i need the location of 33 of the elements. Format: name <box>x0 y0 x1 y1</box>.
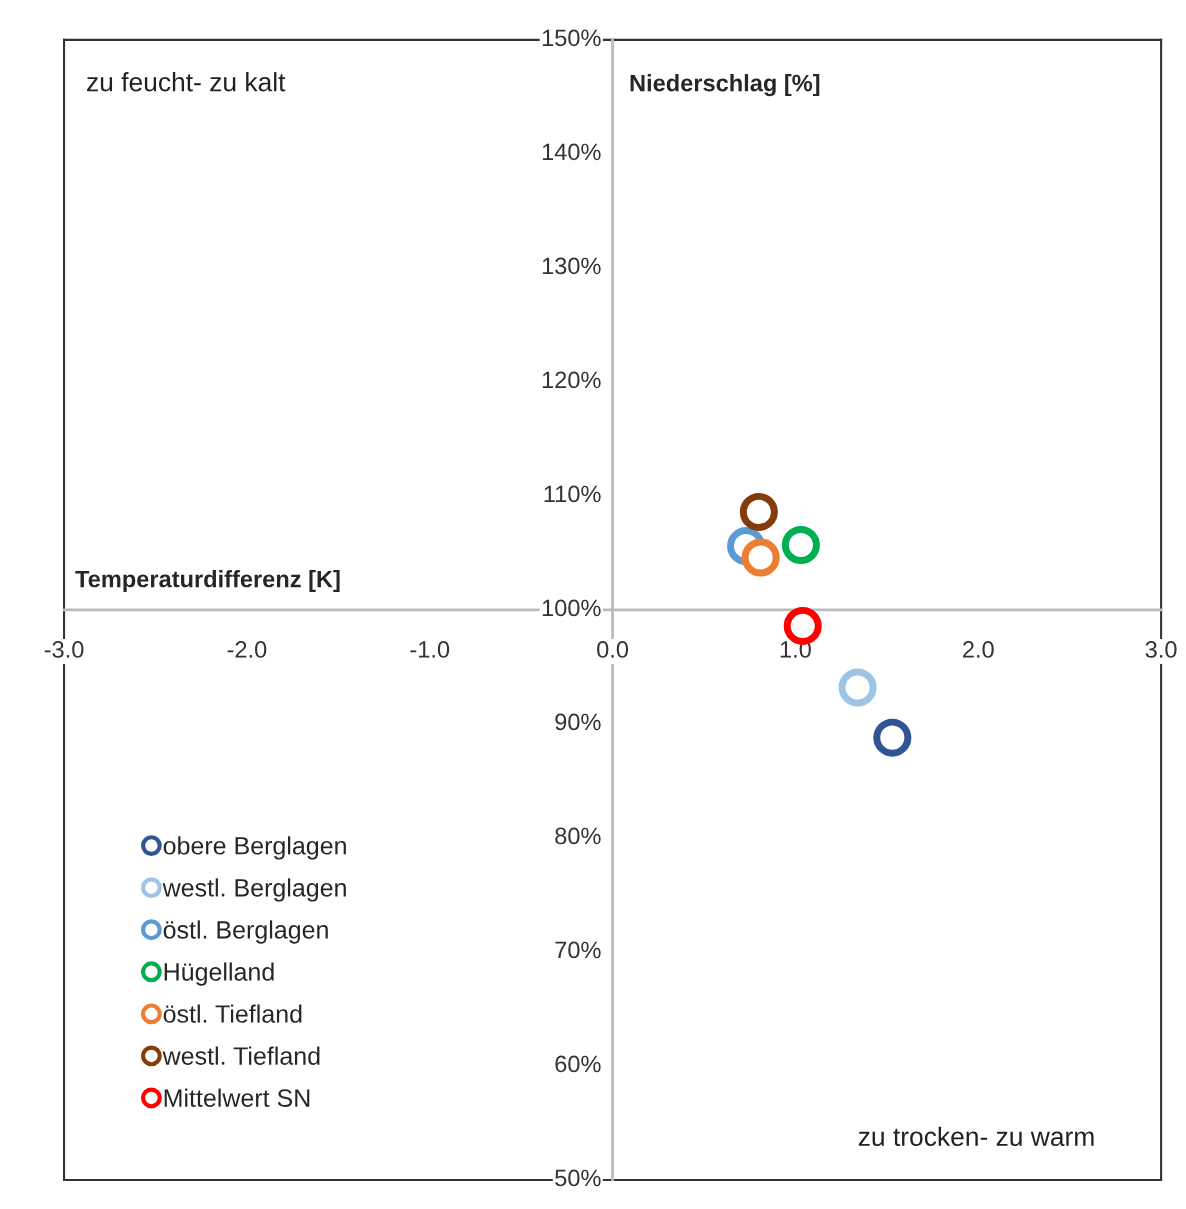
point <box>741 538 780 577</box>
y-tick-label: 60% <box>555 1055 601 1073</box>
x-tick-label: 2.0 <box>963 641 994 658</box>
y-tick-label: 90% <box>555 713 601 731</box>
y-tick-label: 50% <box>555 1169 601 1187</box>
legend-label: östl. Tiefland <box>163 1004 302 1023</box>
legend-label: obere Berglagen <box>163 836 346 860</box>
x-axis-title: Temperaturdifferenz [K] <box>75 570 340 593</box>
legend-label: westl. Tiefland <box>162 1046 320 1065</box>
x-tick-label: -2.0 <box>227 641 267 658</box>
y-axis-title: Niederschlag [%] <box>630 74 820 97</box>
y-tick-label: 100% <box>542 599 601 617</box>
legend-label: Mittelwert SN <box>164 1088 310 1107</box>
legend-label: westl. Berglagen <box>162 878 346 902</box>
point <box>873 718 912 757</box>
legend-label: östl. Berglagen <box>163 920 328 944</box>
annotation: zu feucht- zu kalt <box>87 72 286 92</box>
y-tick-label: 150% <box>542 29 601 47</box>
y-tick-label: 130% <box>542 257 601 275</box>
y-tick-label: 70% <box>555 941 601 959</box>
x-tick-label: -3.0 <box>44 641 84 658</box>
y-tick-label: 140% <box>542 143 601 161</box>
x-tick-label: -1.0 <box>410 641 450 658</box>
y-tick-label: 110% <box>544 485 601 503</box>
y-tick-label: 80% <box>555 827 601 845</box>
point <box>739 492 778 531</box>
x-tick-label: 3.0 <box>1145 641 1177 658</box>
point <box>838 668 877 707</box>
legend-label: Hügelland <box>164 962 274 986</box>
x-tick-label: 0.0 <box>597 641 629 658</box>
y-tick-label: 120% <box>542 371 601 389</box>
point <box>781 525 820 564</box>
annotation: zu trocken- zu warm <box>858 1126 1094 1147</box>
